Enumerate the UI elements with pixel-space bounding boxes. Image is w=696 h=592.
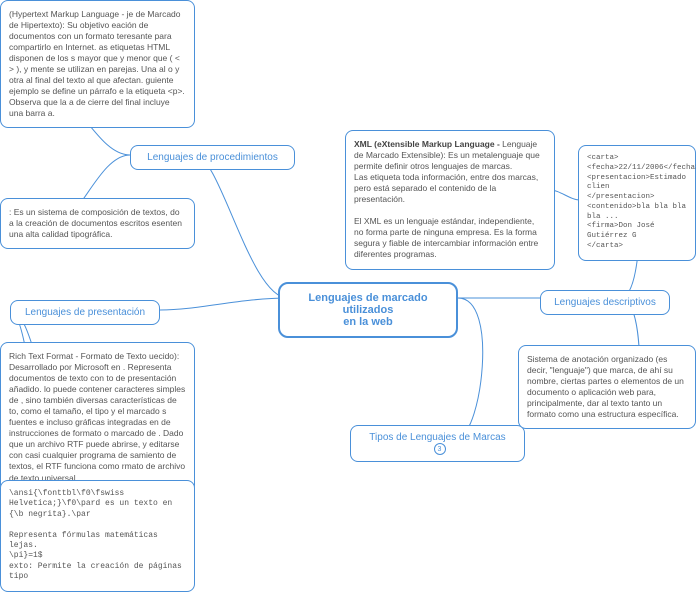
box-carta: <carta><fecha>22/11/2006</fecha><present… — [578, 145, 696, 261]
badge-icon: 3 — [434, 443, 446, 455]
box-code: \ansi{\fonttbl\f0\fswiss Helvetica;}\f0\… — [0, 480, 195, 592]
box-code-text: \ansi{\fonttbl\f0\fswiss Helvetica;}\f0\… — [9, 489, 182, 581]
node-tipos-label: Tipos de Lenguajes de Marcas — [369, 432, 505, 443]
node-procedimientos[interactable]: Lenguajes de procedimientos — [130, 145, 295, 170]
box-tex: : Es un sistema de composición de textos… — [0, 198, 195, 249]
center-label: Lenguajes de marcado utilizadosen la web — [308, 292, 427, 328]
box-xml-title: XML (eXtensible Markup Language - — [354, 139, 502, 149]
box-rtf: Rich Text Format - Formato de Texto ueci… — [0, 342, 195, 493]
box-carta-text: <carta><fecha>22/11/2006</fecha><present… — [587, 154, 696, 250]
node-procedimientos-label: Lenguajes de procedimientos — [147, 152, 278, 163]
node-presentacion[interactable]: Lenguajes de presentación — [10, 300, 160, 325]
box-sistema-text: Sistema de anotación organizado (es deci… — [527, 354, 684, 419]
box-html: (Hypertext Markup Language - je de Marca… — [0, 0, 195, 128]
box-html-text: (Hypertext Markup Language - je de Marca… — [9, 9, 185, 118]
box-sistema: Sistema de anotación organizado (es deci… — [518, 345, 696, 429]
node-presentacion-label: Lenguajes de presentación — [25, 307, 145, 318]
box-xml: XML (eXtensible Markup Language - Lengua… — [345, 130, 555, 270]
box-tex-text: : Es un sistema de composición de textos… — [9, 207, 182, 239]
box-rtf-text: Rich Text Format - Formato de Texto ueci… — [9, 351, 185, 483]
node-tipos[interactable]: Tipos de Lenguajes de Marcas 3 — [350, 425, 525, 462]
box-xml-text: Lenguaje de Marcado Extensible): Es un m… — [354, 139, 540, 259]
node-descriptivos-label: Lenguajes descriptivos — [554, 297, 656, 308]
node-descriptivos[interactable]: Lenguajes descriptivos — [540, 290, 670, 315]
center-node[interactable]: Lenguajes de marcado utilizadosen la web — [278, 282, 458, 338]
